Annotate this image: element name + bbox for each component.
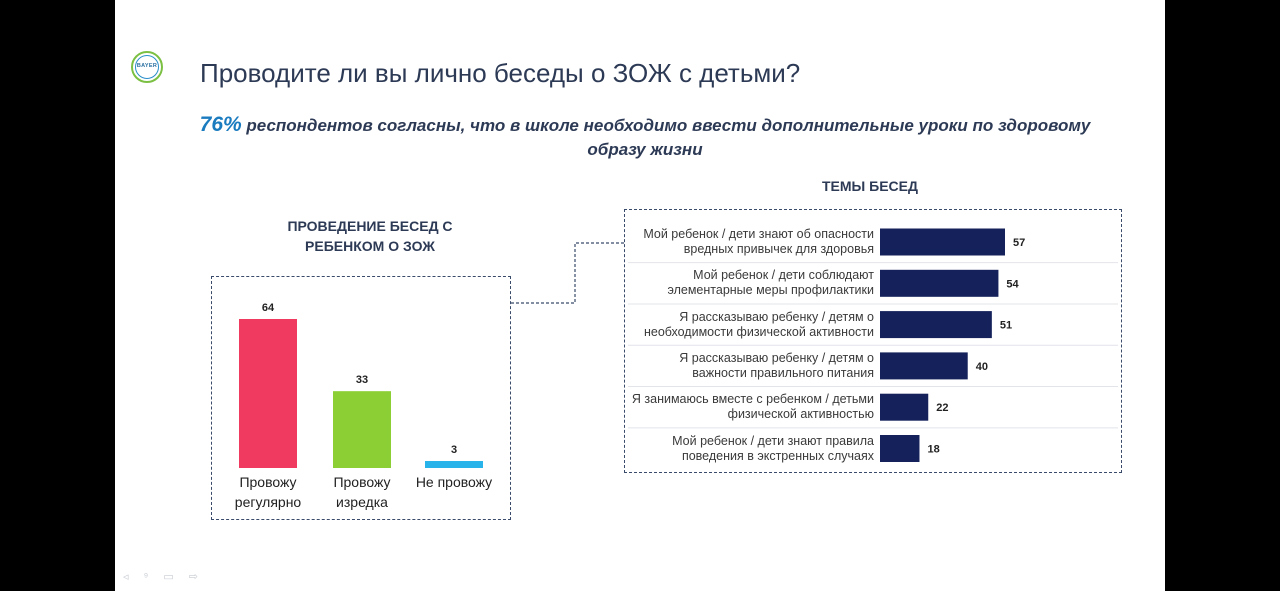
left-category-labels: Провожу регулярно Провожу изредка Не прово… [211,276,511,520]
connector-line [511,242,625,304]
bar-value-label-3: 3 [451,444,457,456]
hbar-2 [880,269,999,297]
slide: BAYER Проводите ли вы лично беседы о ЗОЖ… [115,0,1165,591]
topic-label-2: Мой ребенок / дети соблюдают элементарны… [667,268,874,298]
hbar-3 [880,311,992,339]
bayer-logo-ring [135,55,159,79]
hbar-value-label-2: 54 [1006,278,1019,290]
bar-value-label-1: 64 [262,302,275,314]
bar-2 [333,391,391,468]
topic-label-5: Я занимаюсь вместе с ребенком / детьми ф… [631,392,874,422]
hbar-value-label-4: 40 [976,361,988,373]
right-category-labels: Мой ребенок / дети знают об опасности вр… [624,209,1122,473]
category-label-3: Не провожу [415,474,493,490]
topic-label-6: Мой ребенок / дети знают правила поведен… [672,433,874,463]
hbar-value-label-1: 57 [1013,237,1025,249]
page-title: Проводите ли вы лично беседы о ЗОЖ с дет… [200,58,801,88]
bar-value-label-2: 33 [356,374,368,386]
highlight-value: 76% [199,113,242,136]
category-label-2: Провожу изредка [333,474,391,510]
hbar-4 [880,352,968,380]
hbar-5 [880,393,929,421]
hbar-value-label-3: 51 [1000,320,1012,332]
right-chart-title: ТЕМЫ БЕСЕД [822,178,918,194]
topic-label-3: Я рассказываю ребенку / детям о необходи… [643,309,874,339]
category-label-1: Провожу регулярно [234,474,302,510]
highlight-statement: 76% респондентов согласны, что в школе н… [175,113,1115,162]
highlight-text: респондентов согласны, что в школе необх… [241,116,1091,159]
hbar-value-label-5: 22 [936,402,948,414]
bayer-logo: BAYER [131,51,163,83]
bar-1 [239,319,297,468]
topic-label-4: Я рассказываю ребенку / детям о важности… [679,350,874,380]
hbar-1 [880,228,1005,256]
topic-label-1: Мой ребенок / дети знают об опасности вр… [643,227,874,256]
bayer-logo-text: BAYER [136,63,158,69]
right-chart-frame [624,209,1122,473]
slide-nav-icons[interactable]: ◃ ⁹ ▭ ⇨ [123,571,205,583]
hbar-6 [880,435,920,462]
right-bar-chart: 57 54 51 40 22 18 [628,228,1118,462]
hbar-value-label-6: 18 [927,444,939,456]
bar-3 [425,461,483,468]
left-chart-title: ПРОВЕДЕНИЕ БЕСЕД С РЕБЕНКОМ О ЗОЖ [287,218,453,254]
left-chart-frame [211,276,511,520]
